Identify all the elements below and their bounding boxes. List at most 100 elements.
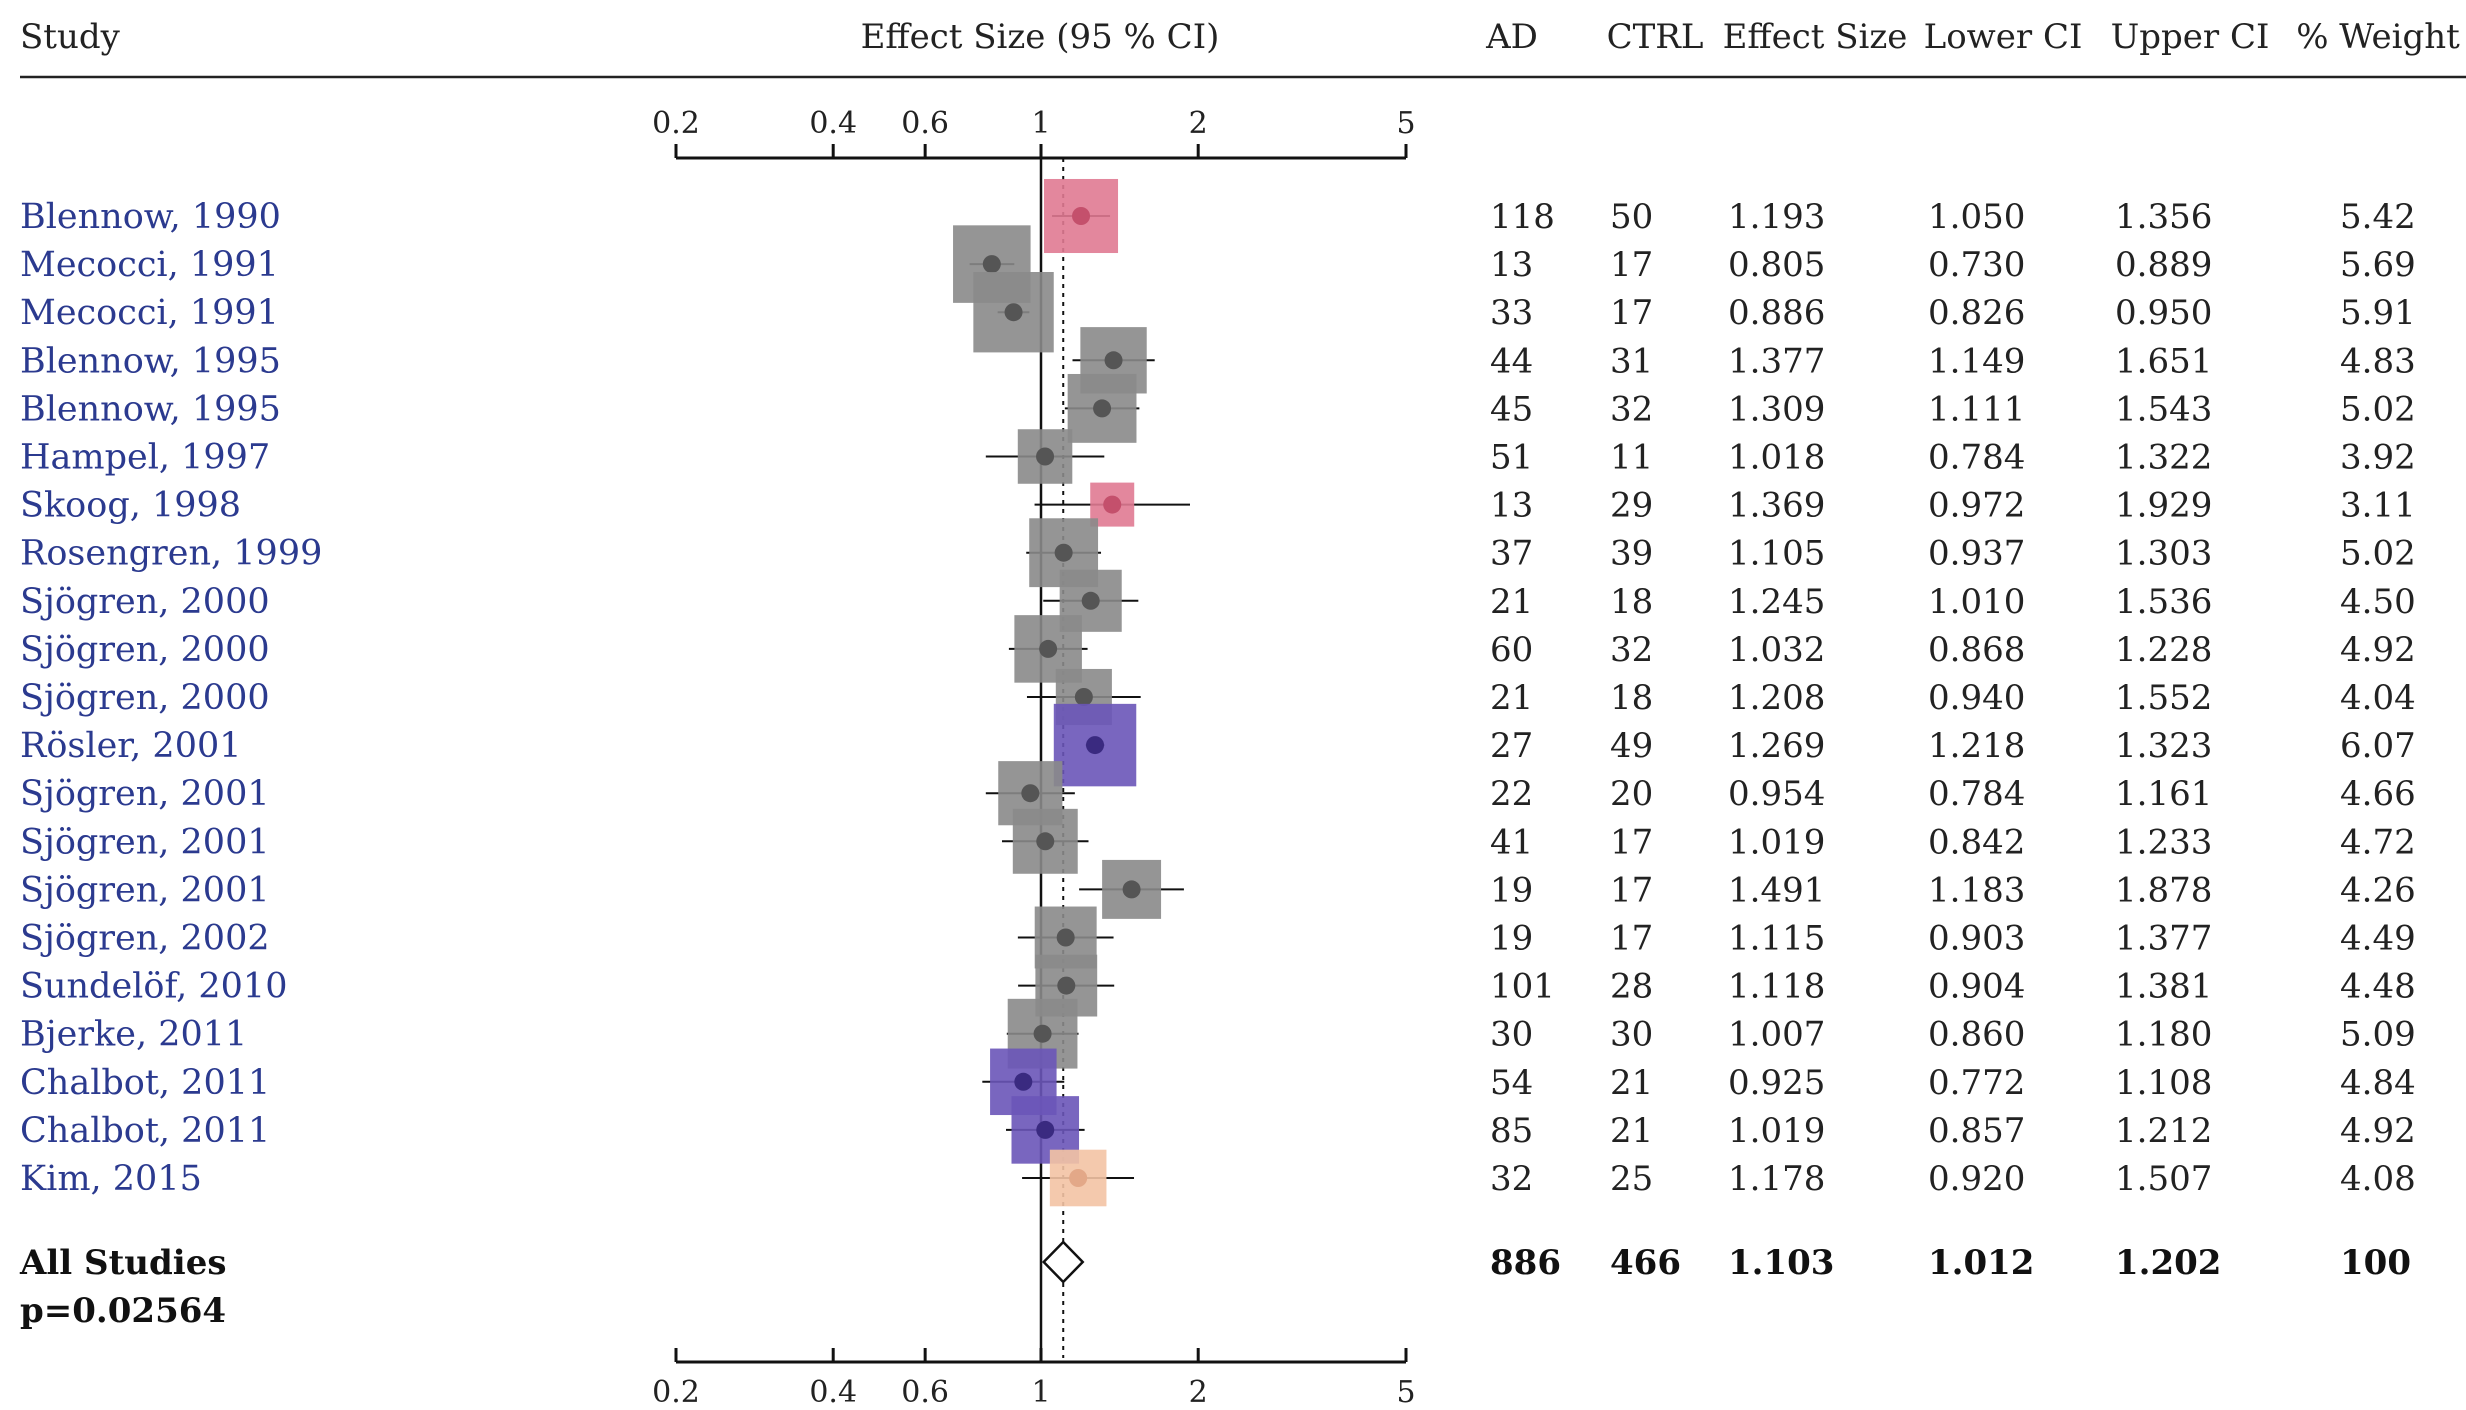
table-row: Sundelöf, 2010 101 28 1.118 0.904 1.381 4.48: [20, 954, 2416, 1017]
upper-ci-cell: 1.878: [2115, 870, 2212, 910]
weight-cell: 4.83: [2340, 341, 2416, 381]
pooled-diamond: [1041, 1240, 1085, 1284]
weight-cell: 4.48: [2340, 967, 2416, 1007]
weight-cell: 4.08: [2340, 1159, 2416, 1199]
upper-ci-cell: 1.929: [2115, 486, 2212, 526]
bottom-tick-label: 0.6: [901, 1375, 949, 1410]
ctrl-cell: 17: [1610, 293, 1653, 333]
lower-ci-cell: 0.784: [1928, 774, 2025, 814]
ad-cell: 60: [1490, 630, 1533, 670]
effect-point: [1036, 447, 1055, 466]
effect-size-cell: 1.369: [1728, 486, 1825, 526]
all-studies-label: All Studies: [19, 1243, 227, 1283]
lower-ci-cell: 1.010: [1928, 582, 2025, 622]
p-value-label: p=0.02564: [20, 1291, 226, 1331]
weight-cell: 4.26: [2340, 870, 2416, 910]
table-row: Rösler, 2001 27 49 1.269 1.218 1.323 6.07: [20, 703, 2416, 787]
header-ctrl: CTRL: [1607, 17, 1704, 57]
study-name: Skoog, 1998: [20, 486, 241, 526]
upper-ci-cell: 1.543: [2115, 389, 2212, 429]
lower-ci-cell: 0.940: [1928, 678, 2025, 718]
weight-cell: 4.72: [2340, 822, 2416, 862]
upper-ci-cell: 1.651: [2115, 341, 2212, 381]
ctrl-cell: 11: [1610, 438, 1653, 478]
upper-ci-cell: 1.356: [2115, 197, 2212, 237]
upper-ci-cell: 1.377: [2115, 919, 2212, 959]
study-name: Sjögren, 2001: [20, 870, 270, 910]
effect-size-cell: 1.309: [1728, 389, 1825, 429]
study-name: Chalbot, 2011: [20, 1111, 270, 1151]
bottom-tick-label: 0.2: [652, 1375, 700, 1410]
study-name: Kim, 2015: [20, 1159, 202, 1199]
ad-cell: 13: [1490, 486, 1533, 526]
weight-cell: 3.11: [2340, 486, 2416, 526]
ctrl-cell: 39: [1610, 534, 1653, 574]
upper-ci-cell: 1.212: [2115, 1111, 2212, 1151]
table-row: Sjögren, 2001 19 17 1.491 1.183 1.878 4.26: [20, 859, 2416, 919]
bottom-tick-label: 2: [1189, 1375, 1208, 1410]
ctrl-cell: 29: [1610, 486, 1653, 526]
effect-point: [1036, 1120, 1055, 1139]
ad-cell: 118: [1490, 197, 1555, 237]
pooled-row: All Studies p=0.02564 886 466 1.103 1.012 1.20…: [19, 1240, 2411, 1331]
weight-cell: 4.50: [2340, 582, 2416, 622]
effect-size-cell: 0.954: [1728, 774, 1825, 814]
effect-point: [1072, 207, 1091, 225]
lower-ci-cell: 0.784: [1928, 438, 2025, 478]
study-name: Sjögren, 2000: [20, 582, 270, 622]
ad-cell: 32: [1490, 1159, 1533, 1199]
weight-cell: 4.92: [2340, 1111, 2416, 1151]
table-row: Blennow, 1995 44 31 1.377 1.149 1.651 4.83: [20, 327, 2416, 394]
table-row: Blennow, 1995 45 32 1.309 1.111 1.543 5.02: [20, 373, 2416, 443]
pooled-lower-ci-cell: 1.012: [1928, 1243, 2034, 1283]
table-row: Sjögren, 2000 21 18 1.208 0.940 1.552 4.04: [20, 668, 2416, 726]
lower-ci-cell: 1.050: [1928, 197, 2025, 237]
header-effect-size: Effect Size: [1723, 17, 1908, 57]
pooled-effect-size-cell: 1.103: [1728, 1243, 1834, 1283]
study-name: Mecocci, 1991: [20, 245, 279, 285]
upper-ci-cell: 1.323: [2115, 726, 2212, 766]
table-row: Mecocci, 1991 13 17 0.805 0.730 0.889 5.69: [20, 225, 2416, 303]
ctrl-cell: 17: [1610, 919, 1653, 959]
upper-ci-cell: 1.536: [2115, 582, 2212, 622]
study-name: Mecocci, 1991: [20, 293, 279, 333]
upper-ci-cell: 1.322: [2115, 438, 2212, 478]
ad-cell: 44: [1490, 341, 1533, 381]
ad-cell: 85: [1490, 1111, 1533, 1151]
effect-point: [1069, 1169, 1088, 1187]
study-name: Sjögren, 2002: [20, 919, 270, 959]
weight-cell: 5.69: [2340, 245, 2416, 285]
study-name: Blennow, 1995: [20, 389, 281, 429]
lower-ci-cell: 1.111: [1928, 389, 2025, 429]
ad-cell: 19: [1490, 870, 1533, 910]
study-name: Hampel, 1997: [20, 438, 270, 478]
bottom-tick-label: 1: [1031, 1375, 1050, 1410]
weight-cell: 5.02: [2340, 389, 2416, 429]
ctrl-cell: 20: [1610, 774, 1653, 814]
table-row: Mecocci, 1991 33 17 0.886 0.826 0.950 5.91: [20, 272, 2416, 353]
ctrl-cell: 17: [1610, 822, 1653, 862]
ad-cell: 30: [1490, 1015, 1533, 1055]
upper-ci-cell: 1.161: [2115, 774, 2212, 814]
study-name: Chalbot, 2011: [20, 1063, 270, 1103]
ctrl-cell: 18: [1610, 582, 1653, 622]
upper-ci-cell: 1.381: [2115, 967, 2212, 1007]
study-name: Rosengren, 1999: [20, 534, 322, 574]
ctrl-cell: 49: [1610, 726, 1653, 766]
table-row: Sjögren, 2002 19 17 1.115 0.903 1.377 4.49: [20, 906, 2416, 969]
lower-ci-cell: 0.868: [1928, 630, 2025, 670]
ad-cell: 54: [1490, 1063, 1533, 1103]
ad-cell: 41: [1490, 822, 1533, 862]
ad-cell: 21: [1490, 582, 1533, 622]
effect-point: [982, 255, 1001, 274]
effect-point: [1056, 928, 1075, 947]
table-row: Chalbot, 2011 85 21 1.019 0.857 1.212 4.92: [20, 1096, 2416, 1164]
lower-ci-cell: 0.772: [1928, 1063, 2025, 1103]
table-row: Skoog, 1998 13 29 1.369 0.972 1.929 3.11: [20, 482, 2416, 527]
weight-cell: 5.02: [2340, 534, 2416, 574]
top-tick-label: 1: [1031, 106, 1050, 141]
effect-point: [1036, 832, 1055, 851]
weight-cell: 5.91: [2340, 293, 2416, 333]
effect-size-cell: 0.886: [1728, 293, 1825, 333]
